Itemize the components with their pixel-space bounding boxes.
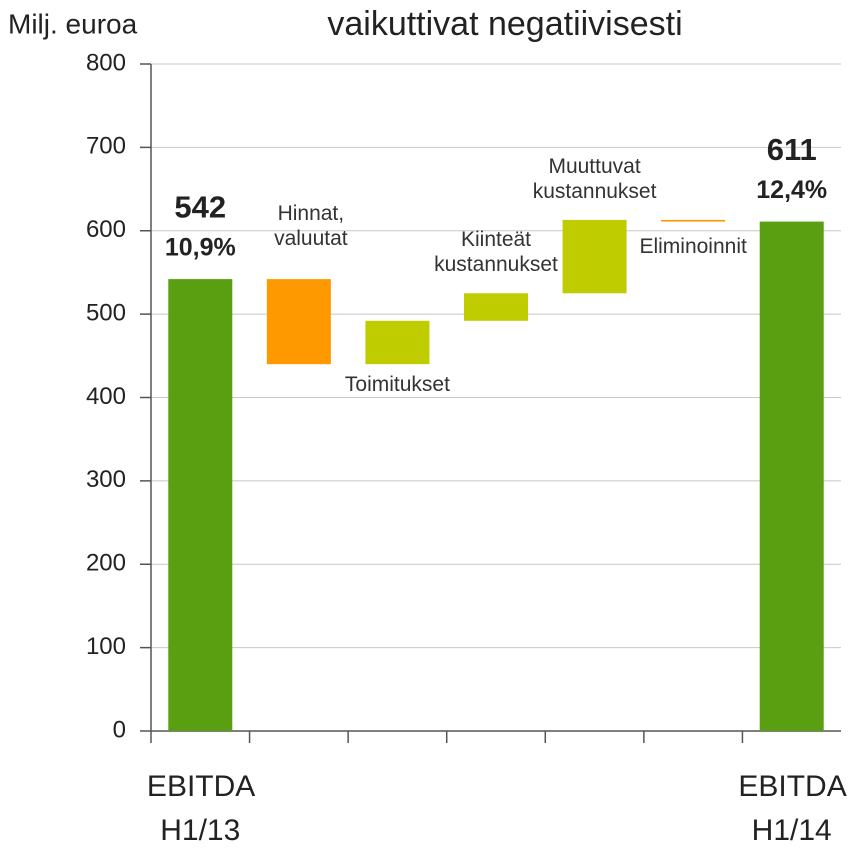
y-tick-label: 0 [113, 716, 126, 743]
bar-label: Toimitukset [344, 373, 450, 397]
bar [562, 219, 627, 294]
bar [661, 219, 726, 222]
bar-label: Eliminoinnit [639, 234, 747, 258]
bar-label: Hinnat, valuutat [274, 202, 348, 251]
y-tick-label: 800 [86, 49, 126, 76]
y-tick-label: 400 [86, 383, 126, 410]
y-tick-label: 600 [86, 216, 126, 243]
y-tick-label: 100 [86, 633, 126, 660]
bar [759, 221, 824, 732]
y-tick-label: 300 [86, 466, 126, 493]
value-label: 611 [767, 132, 817, 167]
bar [365, 320, 430, 365]
x-tick-label: EBITDA H1/13 [146, 770, 256, 847]
bar [168, 279, 233, 731]
bar [464, 293, 528, 321]
y-tick-label: 700 [86, 133, 126, 160]
y-tick-label: 200 [86, 550, 126, 577]
margin-label: 12,4% [756, 176, 827, 204]
chart-title: vaikuttivat negatiivisesti [327, 5, 682, 43]
bar-label: Muuttuvat kustannukset [532, 154, 657, 204]
value-label: 542 [174, 189, 226, 224]
x-tick-label: EBITDA H1/14 [738, 770, 847, 847]
y-tick-label: 500 [86, 299, 126, 326]
bar [266, 279, 331, 365]
y-axis-label: Milj. euroa [8, 8, 138, 39]
bar-label: Kiinteät kustannukset [434, 228, 558, 277]
margin-label: 10,9% [165, 234, 236, 262]
